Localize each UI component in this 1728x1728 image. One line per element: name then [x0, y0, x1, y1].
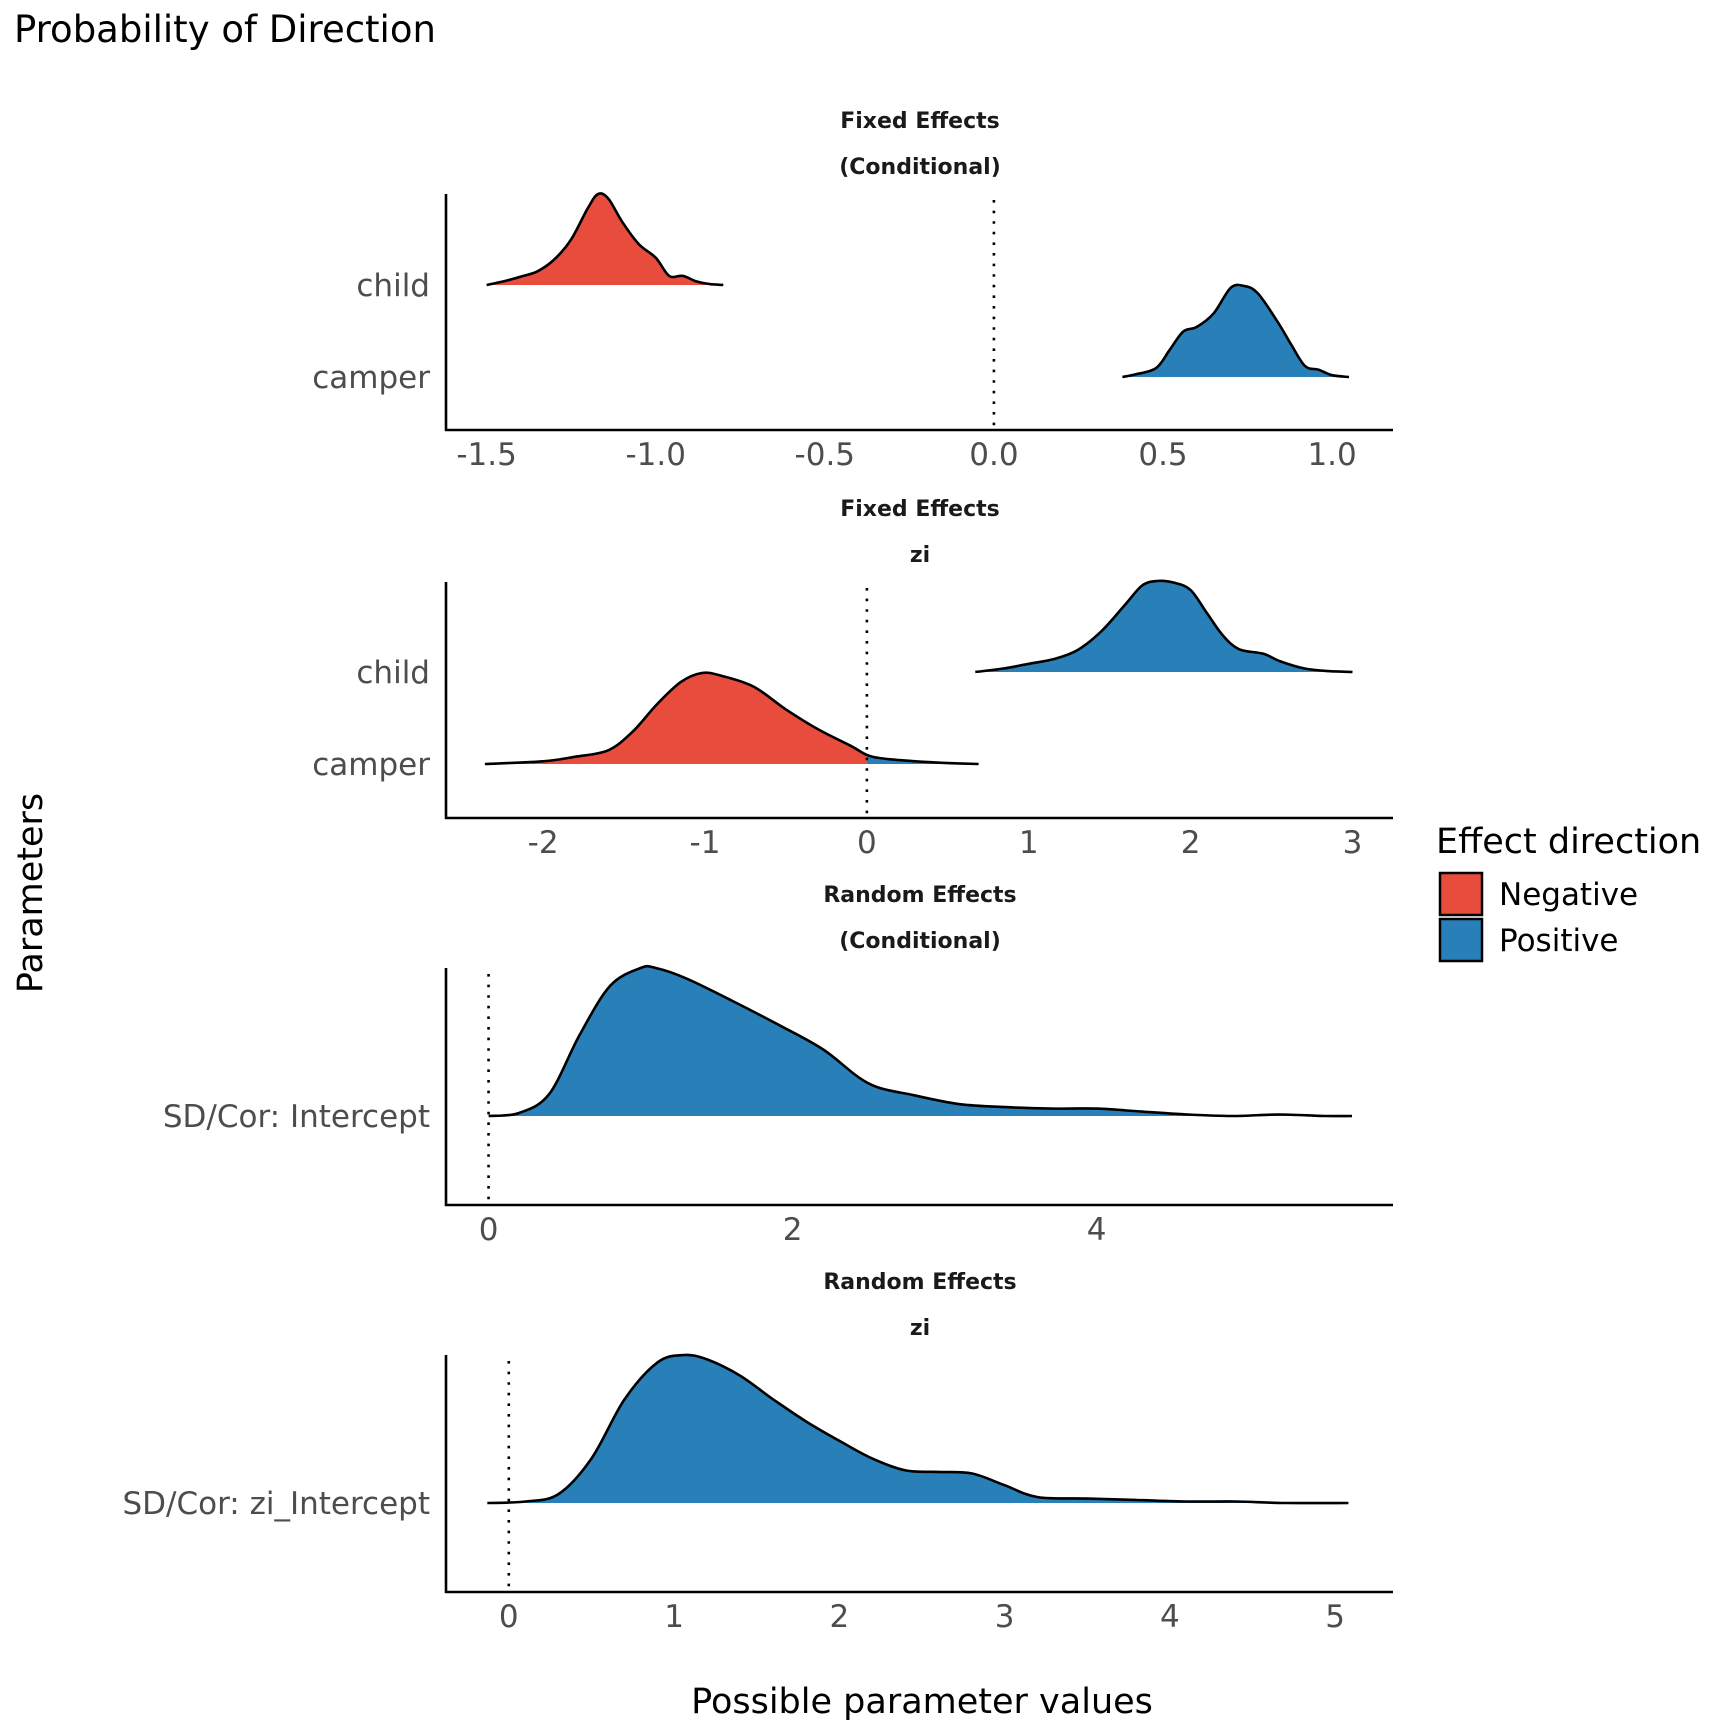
legend-swatch-positive [1438, 917, 1484, 963]
panel-1: Fixed Effects (Conditional) child camper -1.… [312, 109, 1393, 473]
y-tick-label: SD/Cor: zi_Intercept [122, 1486, 430, 1522]
x-tick-label: 4 [1087, 1212, 1107, 1248]
x-tick-label: 5 [1325, 1599, 1345, 1635]
strip-label: Fixed Effects [840, 109, 1000, 134]
x-tick-label: 1 [664, 1599, 684, 1635]
legend-label-negative: Negative [1499, 877, 1638, 913]
density-positive-child [975, 580, 1353, 672]
x-tick-label: 2 [783, 1212, 803, 1248]
density-outline-sd-cor-zi-intercept [487, 1353, 1349, 1505]
density-outline-child [486, 192, 724, 287]
density-negative-camper [484, 672, 867, 764]
x-tick-label: 2 [1181, 825, 1201, 861]
density-positive-sd-cor-intercept [488, 966, 1353, 1117]
y-tick-label: SD/Cor: Intercept [163, 1099, 430, 1135]
x-tick-label: -1 [690, 825, 721, 861]
strip-label: zi [910, 1316, 930, 1341]
x-tick-label: 0 [479, 1212, 499, 1248]
y-tick-label: camper [312, 747, 430, 783]
x-tick-label: -1.5 [456, 437, 517, 473]
strip-label: Fixed Effects [840, 497, 1000, 522]
x-tick-label: -2 [528, 825, 559, 861]
x-axis-title: Possible parameter values [691, 1682, 1153, 1722]
panel-4: Random Effects zi SD/Cor: zi_Intercept 0 1 2 3… [122, 1270, 1393, 1635]
legend-label-positive: Positive [1499, 923, 1619, 959]
density-negative-child [486, 193, 724, 285]
y-tick-label: camper [312, 360, 430, 396]
legend-title: Effect direction [1436, 822, 1701, 862]
x-tick-label: 1.0 [1307, 437, 1356, 473]
density-positive-camper [866, 754, 979, 764]
panels: Fixed Effects (Conditional) child camper -1.… [122, 109, 1393, 1635]
strip-label: Random Effects [823, 883, 1016, 908]
density-outline-camper [484, 671, 979, 766]
x-tick-label: 3 [995, 1599, 1015, 1635]
strip-label: Random Effects [823, 1270, 1016, 1295]
x-tick-label: 4 [1160, 1599, 1180, 1635]
density-outline-child [975, 579, 1353, 674]
x-tick-label: 0 [857, 825, 877, 861]
y-tick-label: child [356, 268, 430, 304]
density-positive-camper [1122, 284, 1349, 377]
strip-label: (Conditional) [839, 929, 1001, 954]
x-tick-label: 0.5 [1138, 437, 1187, 473]
chart-title: Probability of Direction [14, 8, 436, 51]
strip-label: zi [910, 543, 930, 568]
x-tick-label: 0.0 [969, 437, 1018, 473]
x-tick-label: 0 [499, 1599, 519, 1635]
panel-3: Random Effects (Conditional) SD/Cor: Inter… [163, 883, 1393, 1248]
density-outline-sd-cor-intercept [488, 964, 1353, 1118]
strip-label: (Conditional) [839, 155, 1001, 180]
y-tick-label: child [356, 655, 430, 691]
x-tick-label: 1 [1019, 825, 1039, 861]
density-positive-sd-cor-zi-intercept [508, 1354, 1349, 1504]
x-tick-label: 2 [829, 1599, 849, 1635]
legend: Effect direction Negative Positive [1436, 822, 1701, 963]
y-axis-title: Parameters [11, 793, 51, 993]
x-tick-label: -1.0 [625, 437, 686, 473]
panel-2: Fixed Effects zi child camper -2 -1 0 1 2 3 [312, 497, 1393, 861]
density-outline-camper [1122, 283, 1350, 379]
legend-swatch-negative [1438, 871, 1484, 917]
x-tick-label: -0.5 [795, 437, 856, 473]
x-tick-label: 3 [1343, 825, 1363, 861]
